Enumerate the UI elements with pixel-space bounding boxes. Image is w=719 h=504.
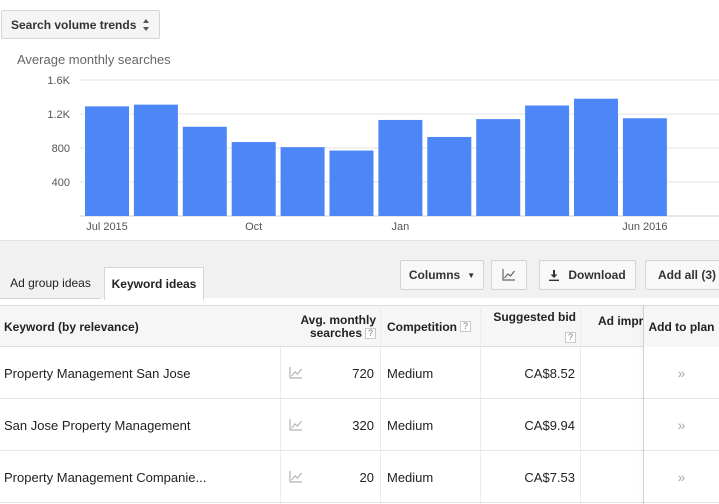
add-to-plan-icon[interactable]: » [677,365,686,381]
bar-jun-2016[interactable] [622,118,667,216]
y-tick-label: 1.6K [47,75,70,87]
bar-oct[interactable] [231,142,276,216]
add-all-button[interactable]: Add all (3) [645,260,719,290]
keyword-cell: Property Management Companie... [4,469,207,485]
y-tick-label: 1.2K [47,109,70,121]
chart-title: Average monthly searches [17,52,171,67]
columns-button[interactable]: Columns ▼ [400,260,484,290]
header-bid-label: Suggested bid [493,309,576,324]
table-row: Property Management San Jose 720 Medium … [0,347,719,399]
keyword-cell: San Jose Property Management [4,417,191,433]
header-avg-line2: searches [309,325,362,340]
add-to-plan-icon[interactable]: » [677,417,686,433]
trend-select-dropdown[interactable]: Search volume trends [1,10,160,39]
trend-chart-icon[interactable] [289,347,303,399]
x-tick-label: Jan [392,221,410,233]
add-all-label: Add all (3) [658,268,717,282]
download-icon [549,269,560,281]
tab-label: Ad group ideas [10,275,91,290]
header-suggested-bid[interactable]: Suggested bid ? [486,306,576,347]
column-divider [380,305,381,504]
keyword-cell: Property Management San Jose [4,365,191,381]
column-divider [480,305,481,504]
bar-aug-2015[interactable] [133,104,178,216]
avg-searches-cell: 320 [352,417,374,433]
y-tick-label: 400 [52,177,70,189]
download-button[interactable]: Download [539,260,636,290]
header-add-to-plan: Add to plan [644,306,719,347]
tab-ad-group-ideas[interactable]: Ad group ideas [0,267,101,299]
trend-chart-icon[interactable] [289,451,303,503]
columns-label: Columns [408,268,461,282]
header-competition[interactable]: Competition? [387,306,471,347]
header-keyword[interactable]: Keyword (by relevance) [4,319,139,334]
tab-keyword-ideas[interactable]: Keyword ideas [104,267,204,300]
chart-toggle-button[interactable] [491,260,527,290]
help-icon[interactable]: ? [565,331,576,343]
trend-select-label: Search volume trends [11,17,137,32]
add-to-plan-divider [643,305,644,504]
help-icon[interactable]: ? [460,321,471,332]
bar-jan[interactable] [378,119,423,216]
competition-cell: Medium [387,365,434,381]
bar-jul-2015[interactable] [85,106,129,216]
header-avg-monthly-searches[interactable]: Avg. monthly searches? [281,306,376,347]
table-header: Keyword (by relevance) Avg. monthly sear… [0,305,719,347]
suggested-bid-cell: CA$9.94 [524,417,575,433]
bar-may[interactable] [574,98,618,216]
suggested-bid-cell: CA$8.52 [524,365,575,381]
header-avg-line1: Avg. monthly [300,312,376,327]
trend-chart-icon[interactable] [289,399,303,451]
bar-apr[interactable] [525,105,570,217]
help-icon[interactable]: ? [365,327,376,339]
competition-cell: Medium [387,469,434,485]
tab-label: Keyword ideas [111,277,197,291]
column-divider [580,305,581,504]
y-tick-label: 800 [52,143,70,155]
line-chart-icon [502,269,515,281]
bar-mar[interactable] [476,119,521,216]
suggested-bid-cell: CA$7.53 [524,469,575,485]
x-tick-label: Jul 2015 [86,221,128,233]
bar-sep-2015[interactable] [182,126,227,216]
x-tick-label: Oct [245,221,262,233]
sort-arrows-icon [143,19,149,31]
download-label: Download [568,268,626,282]
avg-searches-cell: 720 [352,365,374,381]
avg-searches-cell: 20 [359,469,374,485]
table-row: San Jose Property Management 320 Medium … [0,399,719,451]
toolbar: Ad group ideas Keyword ideas Columns ▼ D… [0,240,719,300]
bar-nov[interactable] [280,147,325,216]
bar-feb[interactable] [427,136,472,216]
competition-cell: Medium [387,417,434,433]
triangle-down-icon: ▼ [467,270,476,280]
search-volume-chart: 400 800 1.2K 1.6K Jul 2015 Oct Jan Jun 2016 [47,75,719,233]
column-divider [280,347,281,504]
bar-dec[interactable] [329,150,374,216]
header-competition-label: Competition [387,319,457,334]
add-to-plan-icon[interactable]: » [677,469,686,485]
x-tick-label: Jun 2016 [622,221,667,233]
table-row: Property Management Companie... 20 Mediu… [0,451,719,503]
header-ad-impressions[interactable]: Ad impr. [598,314,647,328]
